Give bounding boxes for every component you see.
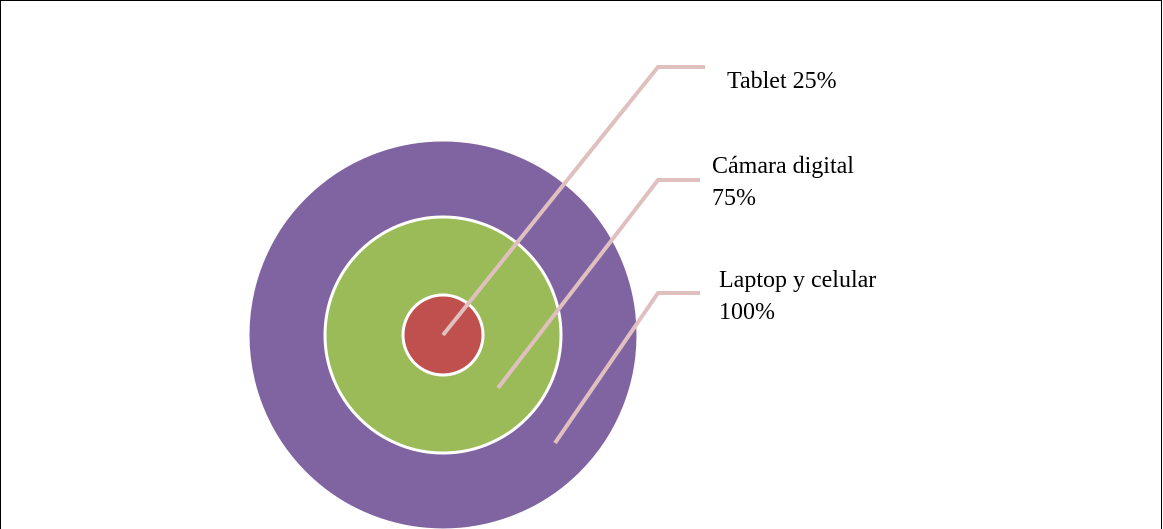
leader-line (441, 65, 705, 337)
label: 75% (712, 185, 756, 211)
label: Tablet 25% (727, 68, 837, 94)
leader-line (553, 291, 700, 445)
label: 100% (719, 299, 775, 325)
label: Laptop y celular (719, 267, 876, 293)
leader-line (496, 178, 700, 390)
label: Cámara digital (712, 153, 854, 179)
leader-lines (441, 65, 705, 445)
